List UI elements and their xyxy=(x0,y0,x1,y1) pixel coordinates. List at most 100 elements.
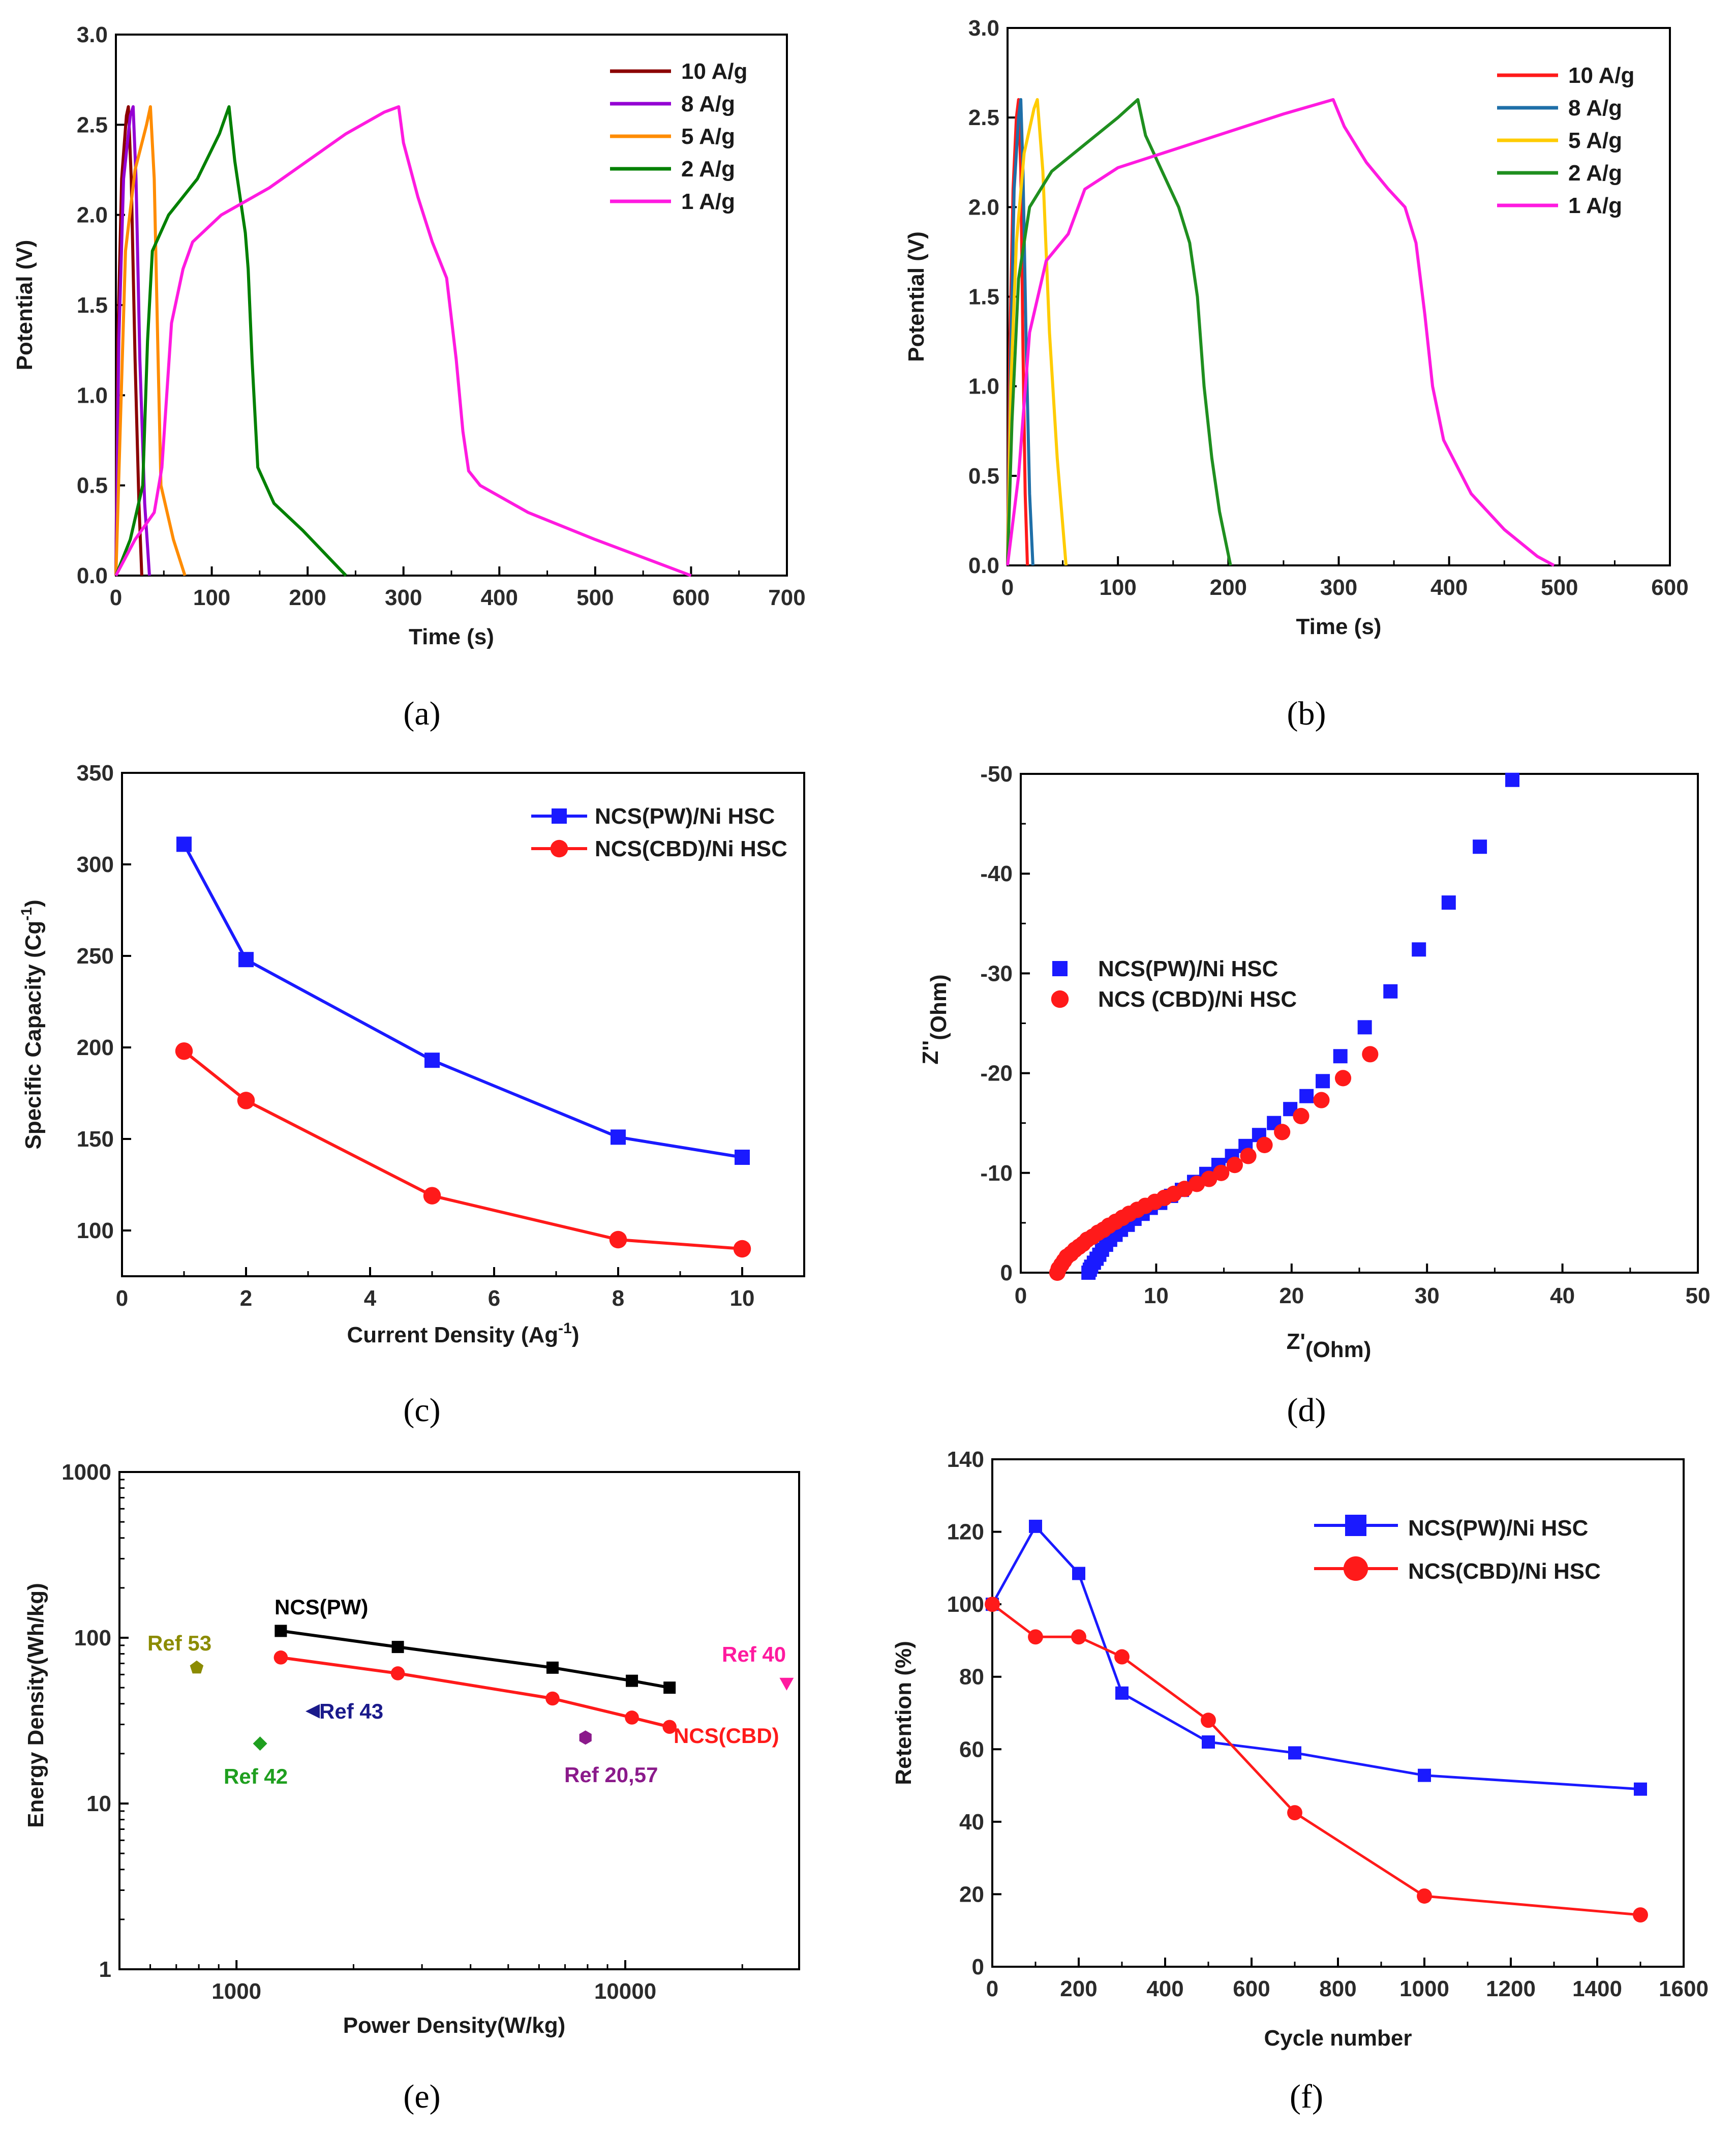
y-tick-label-f: 140 xyxy=(947,1447,984,1472)
x-tick-label-c: 6 xyxy=(488,1286,500,1311)
data-point-e xyxy=(546,1661,559,1674)
curve-a-2-A-g xyxy=(114,105,347,577)
curve-a-1-A-g xyxy=(114,105,692,577)
y-axis-label-b: Potential (V) xyxy=(904,231,929,362)
legend-marker-c xyxy=(550,839,568,858)
data-point-d xyxy=(1412,942,1426,957)
x-tick-label-a: 300 xyxy=(385,585,422,610)
x-tick-label-e: 10000 xyxy=(594,1979,656,2004)
data-point-d xyxy=(1333,1049,1348,1064)
y-tick-label-a: 0.0 xyxy=(77,563,108,588)
x-tick-label-b: 200 xyxy=(1210,575,1247,600)
y-tick-label-d: -50 xyxy=(980,762,1013,787)
ref-point-e xyxy=(190,1660,204,1674)
legend-label-c: NCS(PW)/Ni HSC xyxy=(595,804,775,829)
data-point-e xyxy=(391,1641,404,1654)
data-point-f xyxy=(1115,1686,1129,1700)
data-point-c xyxy=(238,952,254,968)
data-point-f xyxy=(1201,1713,1216,1728)
x-axis-label-e: Power Density(W/kg) xyxy=(343,2013,566,2038)
data-point-e xyxy=(390,1666,405,1680)
y-tick-label-d: 0 xyxy=(1000,1260,1013,1285)
y-tick-label-e: 10 xyxy=(86,1791,111,1816)
y-axis-label-f: Retention (%) xyxy=(891,1641,916,1785)
legend-label-a: 1 A/g xyxy=(681,189,735,214)
y-tick-label-a: 2.0 xyxy=(77,203,108,228)
data-point-e xyxy=(273,1650,288,1665)
ref-point-e xyxy=(253,1736,267,1751)
data-point-d xyxy=(1362,1046,1379,1063)
x-tick-label-f: 1000 xyxy=(1399,1976,1449,2001)
x-tick-label-b: 100 xyxy=(1099,575,1136,600)
legend-label-f: NCS(PW)/Ni HSC xyxy=(1408,1516,1588,1541)
y-tick-label-b: 0.5 xyxy=(968,464,999,489)
x-tick-label-c: 2 xyxy=(240,1286,252,1311)
panel-label-f: (f) xyxy=(1290,2078,1323,2115)
legend-label-c: NCS(CBD)/Ni HSC xyxy=(595,836,787,861)
ref-label-e: Ref 20,57 xyxy=(564,1763,658,1787)
data-point-e xyxy=(545,1691,560,1706)
y-tick-label-f: 40 xyxy=(959,1810,984,1835)
panel-label-d: (d) xyxy=(1287,1392,1326,1429)
data-point-d xyxy=(1505,772,1520,787)
y-tick-label-f: 80 xyxy=(959,1665,984,1690)
data-point-f xyxy=(1114,1649,1130,1665)
x-tick-label-d: 50 xyxy=(1686,1283,1711,1308)
data-point-c xyxy=(735,1150,750,1165)
x-tick-label-d: 10 xyxy=(1144,1283,1169,1308)
x-tick-label-f: 1200 xyxy=(1486,1976,1536,2001)
x-tick-label-f: 400 xyxy=(1146,1976,1183,2001)
legend-label-d: NCS(PW)/Ni HSC xyxy=(1098,956,1278,981)
legend-label-a: 5 A/g xyxy=(681,124,735,149)
legend-marker-d xyxy=(1052,961,1068,976)
data-point-d xyxy=(1441,895,1456,910)
data-point-d xyxy=(1299,1089,1314,1103)
y-tick-label-d: -30 xyxy=(980,961,1013,986)
legend-label-b: 10 A/g xyxy=(1568,63,1634,88)
legend-label-a: 10 A/g xyxy=(681,59,747,84)
data-point-e xyxy=(662,1720,677,1734)
panel-label-a: (a) xyxy=(403,695,440,732)
data-point-f xyxy=(1418,1768,1431,1782)
legend-marker-d xyxy=(1051,990,1069,1008)
y-tick-label-d: -40 xyxy=(980,861,1013,886)
y-axis-label-e: Energy Density(Wh/kg) xyxy=(23,1583,48,1828)
legend-label-b: 1 A/g xyxy=(1568,193,1622,218)
data-point-d xyxy=(1213,1164,1230,1181)
ref-label-e: Ref 53 xyxy=(147,1631,211,1655)
x-tick-label-c: 0 xyxy=(116,1286,128,1311)
data-point-c xyxy=(175,1042,193,1060)
y-tick-label-c: 200 xyxy=(77,1035,114,1060)
y-tick-label-c: 250 xyxy=(77,944,114,969)
legend-label-d: NCS (CBD)/Ni HSC xyxy=(1098,987,1297,1012)
panel-f-cycling-retention: 0 200 400 600 800 1000 1200 1400 1600 0 20 40 60 80 10… xyxy=(891,1447,1709,2051)
data-point-d xyxy=(1256,1136,1273,1153)
panel-c-specific-capacity: 0 2 4 6 8 10 100 150 200 250 300 350 NCS(PW)/Ni HSC N… xyxy=(18,761,805,1347)
legend-label-f: NCS(CBD)/Ni HSC xyxy=(1408,1559,1601,1584)
x-tick-label-d: 40 xyxy=(1550,1283,1575,1308)
legend-marker-c xyxy=(552,808,567,824)
data-point-c xyxy=(423,1187,441,1205)
x-tick-label-e: 1000 xyxy=(211,1979,261,2004)
data-point-d xyxy=(1240,1148,1257,1164)
y-axis-label-d: Z''(Ohm) xyxy=(918,974,951,1064)
data-point-f xyxy=(1634,1782,1647,1796)
data-point-f xyxy=(1029,1519,1042,1533)
ref-label-e: Ref 40 xyxy=(722,1642,786,1666)
curve-a-5-A-g xyxy=(114,105,187,576)
legend-label-a: 2 A/g xyxy=(681,157,735,182)
y-tick-label-a: 0.5 xyxy=(77,473,108,498)
y-tick-label-b: 0.0 xyxy=(968,553,999,578)
data-point-f xyxy=(1072,1567,1085,1580)
x-tick-label-f: 200 xyxy=(1060,1976,1097,2001)
ref-point-e xyxy=(779,1677,794,1691)
data-point-f xyxy=(1287,1805,1302,1820)
x-tick-label-a: 600 xyxy=(673,585,710,610)
y-tick-label-b: 2.0 xyxy=(968,195,999,220)
y-tick-label-e: 1000 xyxy=(62,1460,111,1485)
series-label-ncs-cbd: NCS(CBD) xyxy=(674,1724,779,1748)
data-point-d xyxy=(1201,1170,1217,1187)
line-c-1 xyxy=(183,1049,743,1250)
x-tick-label-f: 0 xyxy=(986,1976,998,2001)
